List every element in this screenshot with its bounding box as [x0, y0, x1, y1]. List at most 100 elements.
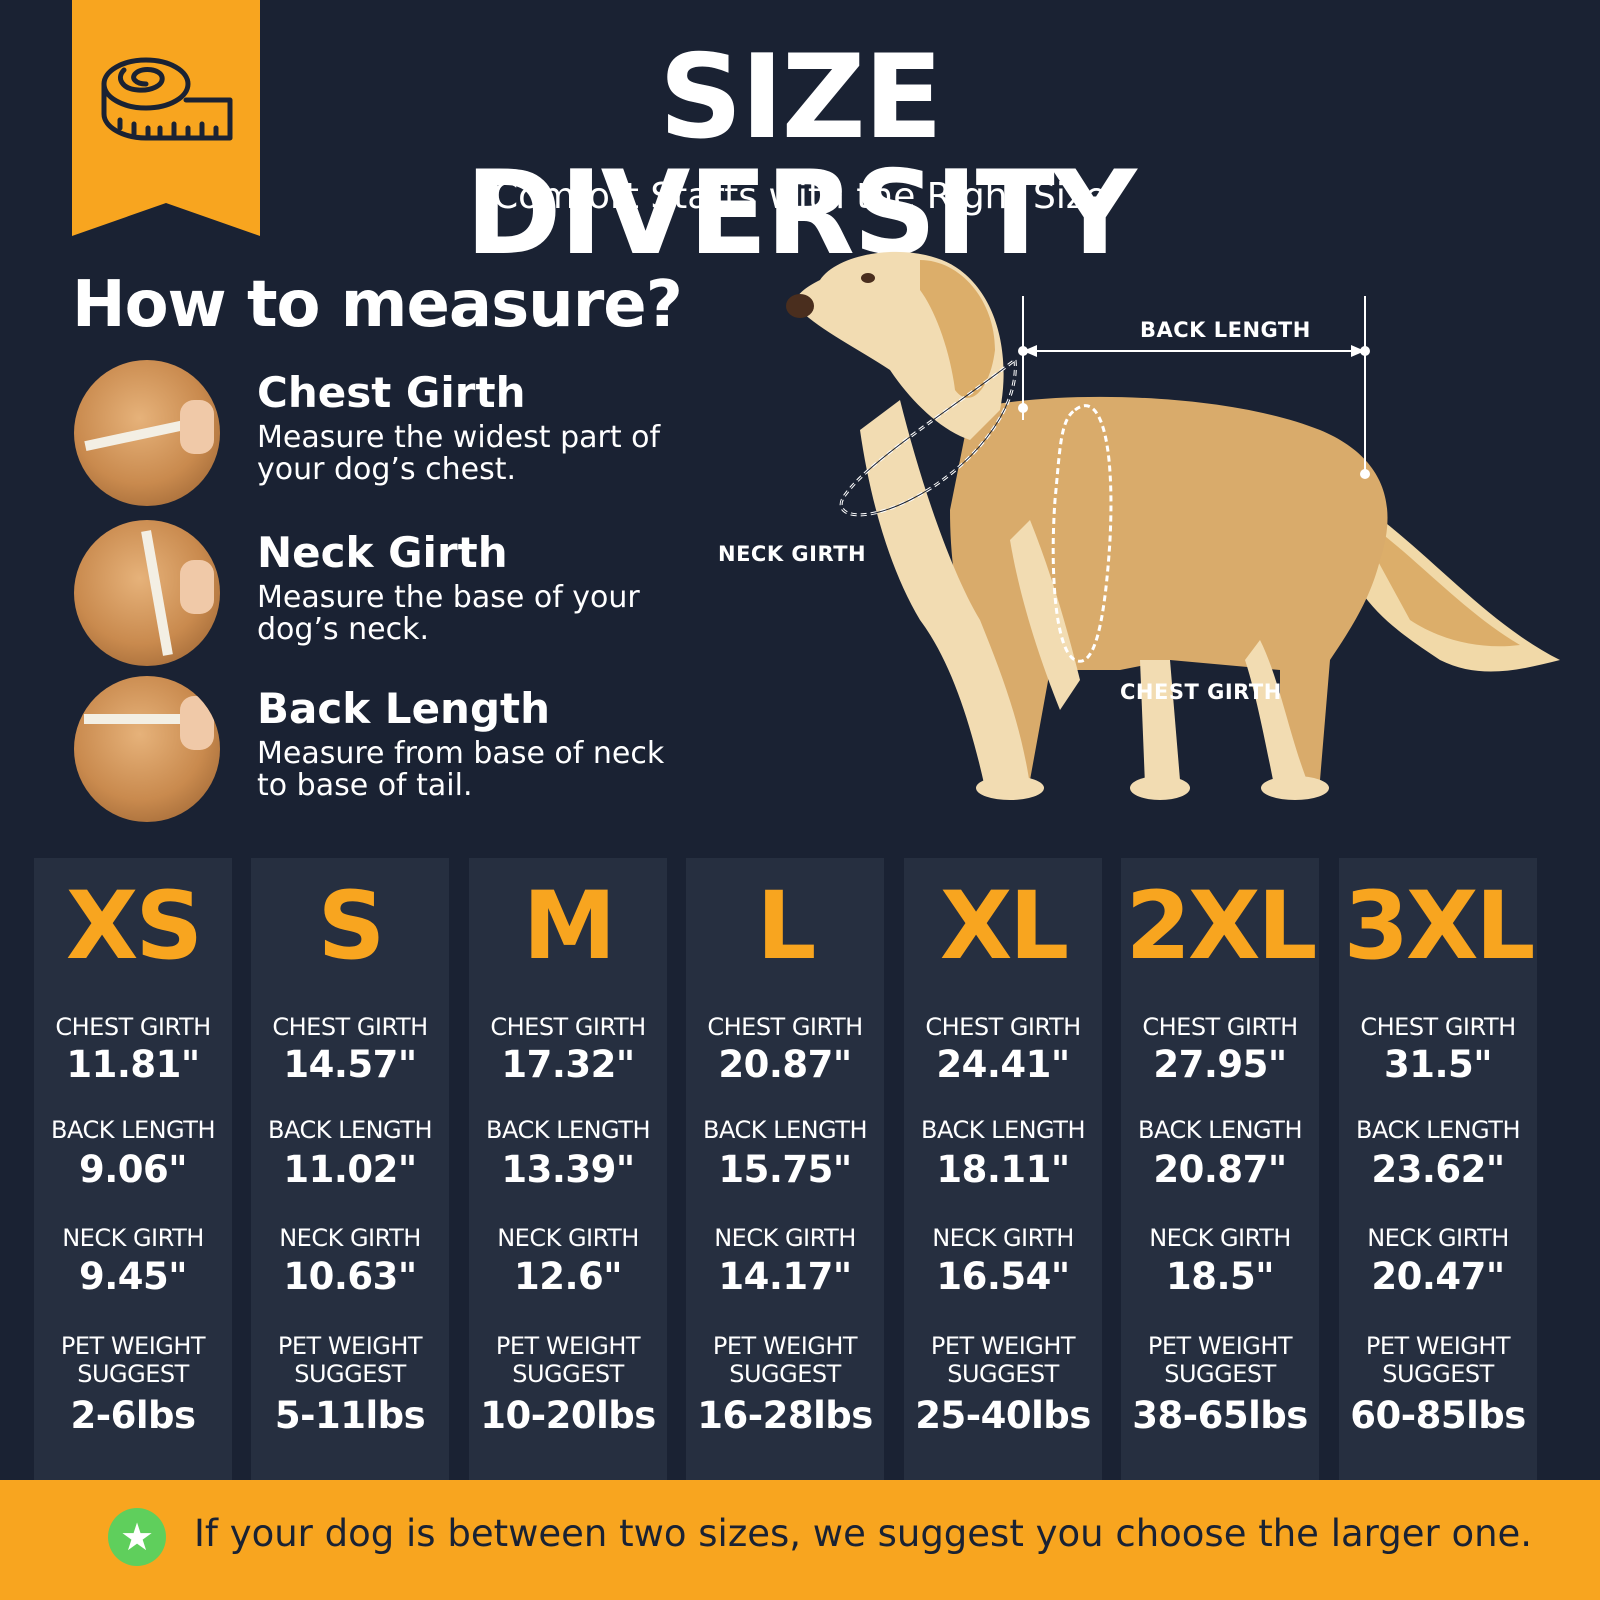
- back-length-label: BACK LENGTH: [1355, 1116, 1521, 1144]
- back-length-label: BACK LENGTH: [702, 1116, 868, 1144]
- step-description: Measure the base of your dog’s neck.: [257, 580, 640, 647]
- back-length-value: 23.62": [1371, 1148, 1505, 1191]
- size-column-m: M CHEST GIRTH 17.32" BACK LENGTH 13.39" NECK …: [469, 858, 667, 1480]
- pet-weight-value: 38-65lbs: [1132, 1394, 1308, 1437]
- size-column-2xl: 2XL CHEST GIRTH 27.95" BACK LENGTH 20.87" NEC…: [1121, 858, 1319, 1480]
- back-length-value: 11.02": [283, 1148, 417, 1191]
- chest-girth-value: 27.95": [1153, 1043, 1287, 1086]
- size-column-s: S CHEST GIRTH 14.57" BACK LENGTH 11.02" NECK …: [251, 858, 449, 1480]
- header-banner: [72, 0, 260, 236]
- back-length-label: BACK LENGTH: [267, 1116, 433, 1144]
- chest-girth-value: 14.57": [283, 1043, 417, 1086]
- pet-weight-value: 25-40lbs: [915, 1394, 1091, 1437]
- footer-banner: ★ If your dog is between two sizes, we s…: [0, 1480, 1600, 1600]
- step-title: Neck Girth: [257, 528, 508, 577]
- back-length-label: BACK LENGTH: [485, 1116, 651, 1144]
- size-label: XL: [939, 872, 1069, 981]
- size-label: M: [522, 872, 617, 981]
- neck-girth-value: 18.5": [1165, 1255, 1275, 1298]
- step-back-length: Back Length Measure from base of neck to…: [72, 676, 692, 826]
- pet-weight-suggest-label: SUGGEST: [729, 1360, 841, 1388]
- dog-diagram: BACK LENGTH NECK GIRTH CHEST GIRTH: [718, 240, 1600, 820]
- chest-girth-label: CHEST GIRTH: [272, 1013, 428, 1041]
- pet-weight-label: PET WEIGHT: [930, 1332, 1076, 1360]
- size-label: 2XL: [1125, 872, 1318, 981]
- chest-girth-value: 11.81": [66, 1043, 200, 1086]
- pet-weight-suggest-label: SUGGEST: [1164, 1360, 1276, 1388]
- step-chest-girth: Chest Girth Measure the widest part of y…: [72, 360, 692, 510]
- pet-weight-value: 10-20lbs: [480, 1394, 656, 1437]
- size-label: L: [756, 872, 817, 981]
- step-neck-girth: Neck Girth Measure the base of your dog’…: [72, 520, 692, 670]
- pet-weight-label: PET WEIGHT: [1365, 1332, 1511, 1360]
- chest-girth-label: CHEST GIRTH: [490, 1013, 646, 1041]
- step-title: Chest Girth: [257, 368, 526, 417]
- size-column-xs: XS CHEST GIRTH 11.81" BACK LENGTH 9.06" NECK …: [34, 858, 232, 1480]
- chest-girth-label: CHEST GIRTH: [55, 1013, 211, 1041]
- pet-weight-value: 60-85lbs: [1350, 1394, 1526, 1437]
- pet-weight-suggest-label: SUGGEST: [1382, 1360, 1494, 1388]
- chest-girth-label: CHEST GIRTH: [1120, 680, 1282, 704]
- pet-weight-value: 5-11lbs: [274, 1394, 426, 1437]
- size-column-3xl: 3XL CHEST GIRTH 31.5" BACK LENGTH 23.62" NECK…: [1339, 858, 1537, 1480]
- pet-weight-suggest-label: SUGGEST: [294, 1360, 406, 1388]
- back-length-label: BACK LENGTH: [920, 1116, 1086, 1144]
- neck-girth-value: 10.63": [283, 1255, 417, 1298]
- chest-girth-label: CHEST GIRTH: [1360, 1013, 1516, 1041]
- pet-weight-label: PET WEIGHT: [277, 1332, 423, 1360]
- neck-girth-value: 20.47": [1371, 1255, 1505, 1298]
- chest-girth-label: CHEST GIRTH: [1142, 1013, 1298, 1041]
- neck-girth-value: 14.17": [718, 1255, 852, 1298]
- back-length-label: BACK LENGTH: [1137, 1116, 1303, 1144]
- back-length-value: 9.06": [78, 1148, 188, 1191]
- size-label: S: [317, 872, 386, 981]
- neck-girth-label: NECK GIRTH: [932, 1224, 1074, 1252]
- back-length-value: 18.11": [936, 1148, 1070, 1191]
- chest-girth-value: 20.87": [718, 1043, 852, 1086]
- back-length-value: 13.39": [501, 1148, 635, 1191]
- star-icon: ★: [108, 1508, 166, 1566]
- size-chart: XS CHEST GIRTH 11.81" BACK LENGTH 9.06" NECK …: [34, 858, 1566, 1480]
- chest-girth-label: CHEST GIRTH: [707, 1013, 863, 1041]
- neck-girth-label: NECK GIRTH: [497, 1224, 639, 1252]
- chest-measure-photo: [74, 360, 220, 506]
- measuring-tape-icon: [101, 57, 233, 141]
- back-length-value: 20.87": [1153, 1148, 1287, 1191]
- pet-weight-suggest-label: SUGGEST: [512, 1360, 624, 1388]
- page-title: SIZE DIVERSITY: [465, 30, 1137, 281]
- size-column-xl: XL CHEST GIRTH 24.41" BACK LENGTH 18.11" NECK…: [904, 858, 1102, 1480]
- step-title: Back Length: [257, 684, 550, 733]
- neck-girth-label: NECK GIRTH: [279, 1224, 421, 1252]
- back-length-label: BACK LENGTH: [50, 1116, 216, 1144]
- neck-measure-photo: [74, 520, 220, 666]
- howto-heading: How to measure?: [72, 268, 683, 342]
- neck-girth-label: NECK GIRTH: [62, 1224, 204, 1252]
- size-label: XS: [65, 872, 203, 981]
- size-label: 3XL: [1343, 872, 1536, 981]
- step-description: Measure the widest part of your dog’s ch…: [257, 420, 661, 487]
- neck-girth-label: NECK GIRTH: [1367, 1224, 1509, 1252]
- chest-girth-value: 31.5": [1383, 1043, 1493, 1086]
- pet-weight-label: PET WEIGHT: [712, 1332, 858, 1360]
- neck-girth-value: 9.45": [78, 1255, 188, 1298]
- neck-girth-value: 12.6": [513, 1255, 623, 1298]
- pet-weight-label: PET WEIGHT: [495, 1332, 641, 1360]
- pet-weight-value: 2-6lbs: [70, 1394, 196, 1437]
- footer-note: If your dog is between two sizes, we sug…: [194, 1512, 1533, 1555]
- neck-girth-label: NECK GIRTH: [718, 542, 867, 566]
- pet-weight-suggest-label: SUGGEST: [77, 1360, 189, 1388]
- step-description: Measure from base of neck to base of tai…: [257, 736, 665, 803]
- neck-girth-value: 16.54": [936, 1255, 1070, 1298]
- neck-girth-label: NECK GIRTH: [714, 1224, 856, 1252]
- pet-weight-suggest-label: SUGGEST: [947, 1360, 1059, 1388]
- back-length-label: BACK LENGTH: [1140, 318, 1311, 342]
- back-length-value: 15.75": [718, 1148, 852, 1191]
- pet-weight-label: PET WEIGHT: [60, 1332, 206, 1360]
- pet-weight-label: PET WEIGHT: [1147, 1332, 1293, 1360]
- dog-illustration: [786, 251, 1560, 800]
- chest-girth-value: 24.41": [936, 1043, 1070, 1086]
- pet-weight-value: 16-28lbs: [697, 1394, 873, 1437]
- size-column-l: L CHEST GIRTH 20.87" BACK LENGTH 15.75" NECK …: [686, 858, 884, 1480]
- chest-girth-value: 17.32": [501, 1043, 635, 1086]
- back-measure-photo: [74, 676, 220, 822]
